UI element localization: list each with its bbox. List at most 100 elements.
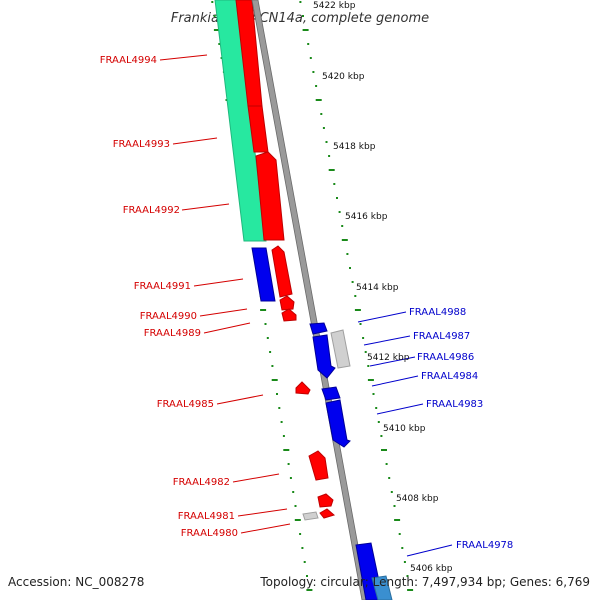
gene-label-left: FRAAL4985	[157, 399, 214, 410]
scale-tick	[401, 547, 404, 549]
genome-backbone	[251, 0, 369, 600]
gene-label-right: FRAAL4988	[409, 307, 466, 318]
scale-label: 5418 kbp	[333, 142, 376, 152]
blue-cds-arrow	[309, 322, 328, 335]
scale-label: 5412 kbp	[367, 353, 410, 363]
red-cds-arrow	[295, 381, 311, 395]
scale-tick	[260, 309, 267, 311]
scale-tick	[292, 491, 295, 493]
steelblue-feature	[371, 575, 393, 600]
gene-label-right: FRAAL4978	[456, 540, 513, 551]
scale-tick	[299, 533, 302, 535]
red-cds-arrow	[279, 295, 295, 311]
scale-tick	[269, 351, 272, 353]
gene-label-left: FRAAL4989	[144, 328, 201, 339]
scale-label: 5422 kbp	[313, 1, 356, 11]
scale-label: 5410 kbp	[383, 424, 426, 434]
scale-tick	[303, 561, 306, 563]
scale-tick	[312, 71, 315, 73]
scale-tick	[315, 99, 322, 101]
scale-tick	[346, 253, 349, 255]
scale-tick	[338, 211, 341, 213]
blue-cds-block	[251, 247, 276, 302]
scale-tick	[213, 15, 216, 17]
scale-label: 5414 kbp	[356, 283, 399, 293]
scale-tick	[341, 225, 344, 227]
scale-tick	[333, 183, 336, 185]
scale-tick	[309, 57, 312, 59]
scale-tick	[294, 505, 297, 507]
scale-tick	[354, 309, 361, 311]
blue-cds-arrow	[325, 399, 351, 448]
scale-tick	[403, 561, 406, 563]
gene-label-left: FRAAL4991	[134, 281, 191, 292]
scale-tick	[289, 477, 292, 479]
gene-label-left: FRAAL4981	[178, 511, 235, 522]
scale-tick	[398, 533, 401, 535]
outer-tick-track	[299, 1, 414, 591]
scale-tick	[385, 463, 388, 465]
scale-tick	[328, 169, 335, 171]
scale-tick	[282, 435, 285, 437]
scale-tick	[276, 393, 278, 395]
scale-tick	[278, 407, 281, 409]
scale-tick	[349, 267, 351, 269]
scale-tick	[375, 407, 378, 409]
scale-tick	[393, 505, 396, 507]
red-cds-arrow	[271, 245, 293, 298]
scale-tick	[306, 575, 308, 577]
scale-tick	[377, 421, 380, 423]
scale-tick	[302, 15, 304, 17]
scale-tick	[283, 449, 290, 451]
scale-tick	[315, 85, 318, 87]
green-feature	[214, 0, 267, 242]
gene-label-left: FRAAL4994	[100, 55, 157, 66]
scale-tick	[271, 379, 278, 381]
scale-tick	[299, 1, 302, 3]
gene-label-right: FRAAL4986	[417, 352, 474, 363]
scale-label: 5416 kbp	[345, 212, 388, 222]
scale-tick	[394, 519, 401, 521]
scale-label: 5406 kbp	[410, 564, 453, 574]
scale-label: 5420 kbp	[322, 72, 365, 82]
scale-tick	[406, 575, 409, 577]
red-cds-arrow	[308, 450, 329, 481]
scale-tick	[266, 337, 269, 339]
red-cds-segment	[255, 151, 285, 241]
gene-label-right: FRAAL4987	[413, 331, 470, 342]
scale-tick	[322, 127, 325, 129]
scale-tick	[328, 155, 331, 157]
scale-tick	[301, 547, 304, 549]
scale-tick	[354, 295, 357, 297]
gene-label-left: FRAAL4993	[113, 139, 170, 150]
scale-tick	[364, 351, 367, 353]
scale-tick	[320, 113, 323, 115]
scale-tick	[280, 421, 283, 423]
scale-tick	[362, 337, 365, 339]
scale-tick	[306, 589, 313, 591]
scale-tick	[351, 281, 354, 283]
gray-feature	[330, 329, 351, 369]
scale-tick	[302, 29, 309, 31]
gene-label-left: FRAAL4980	[181, 528, 238, 539]
blue-cds-arrow	[312, 334, 336, 379]
red-cds-arrow	[281, 308, 297, 322]
scale-tick	[287, 463, 290, 465]
scale-tick	[218, 43, 221, 45]
scale-tick	[264, 323, 267, 325]
scale-tick	[307, 43, 310, 45]
scale-tick	[367, 365, 370, 367]
scale-label: 5408 kbp	[396, 494, 439, 504]
scale-tick	[211, 1, 214, 3]
scale-tick	[388, 477, 391, 479]
red-cds-arrow	[317, 493, 334, 508]
accession-text: Accession: NC_008278	[8, 575, 144, 589]
gene-label-right: FRAAL4984	[421, 371, 478, 382]
scale-tick	[213, 29, 220, 31]
scale-tick	[380, 435, 383, 437]
gray-feature	[302, 511, 319, 521]
scale-tick	[367, 379, 374, 381]
gene-label-right: FRAAL4983	[426, 399, 483, 410]
right-leader-lines	[357, 311, 453, 557]
